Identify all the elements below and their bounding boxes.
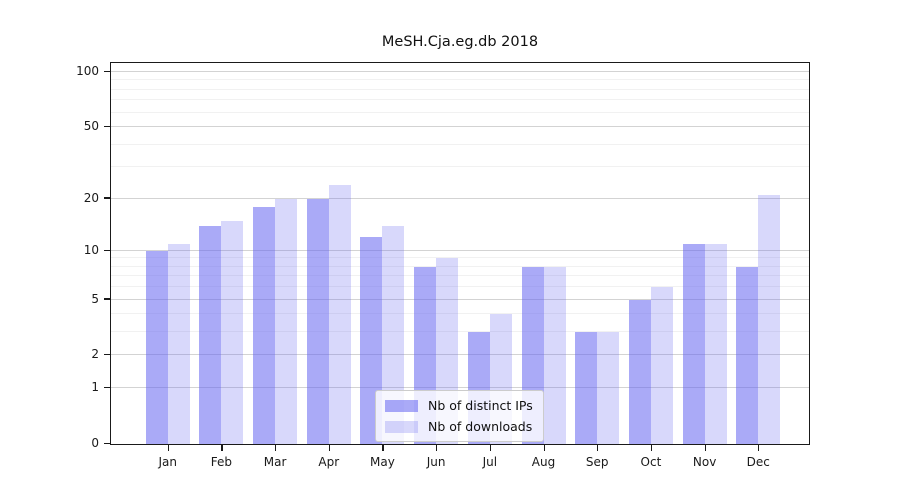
- xtick-month: Jan: [158, 455, 177, 469]
- chart-title: MeSH.Cja.eg.db 2018: [381, 34, 539, 50]
- xtick-mark-sep: [597, 445, 599, 451]
- xtick-mark-jul: [489, 445, 492, 451]
- legend: Nb of distinct IPs Nb of downloads: [375, 390, 544, 442]
- xtick-label-aug: Aug2018: [514, 454, 574, 471]
- xtick-mark-mar: [275, 445, 277, 451]
- gridline-major-50: [111, 126, 809, 128]
- gridline-minor-6: [111, 286, 809, 288]
- bar-ips-mar: [253, 206, 276, 444]
- gridline-minor-30: [111, 166, 809, 168]
- bar-downloads-may: [382, 225, 405, 444]
- xtick-label-jul: Jul2018: [460, 454, 520, 471]
- gridline-minor-80: [111, 88, 809, 90]
- gridline-minor-60: [111, 111, 809, 113]
- legend-label-ips: Nb of distinct IPs: [428, 398, 533, 413]
- bar-downloads-sep: [597, 332, 620, 444]
- xtick-label-jan: Jan2018: [138, 454, 198, 471]
- xtick-month: Apr: [318, 455, 340, 469]
- bar-ips-nov: [682, 243, 705, 444]
- xtick-label-apr: Apr2018: [299, 454, 359, 471]
- ytick-mark-20: [104, 197, 110, 199]
- xtick-mark-dec: [758, 445, 760, 451]
- bar-downloads-dec: [758, 194, 781, 444]
- bar-ips-apr: [306, 198, 329, 444]
- xtick-label-sep: Sep2018: [567, 454, 627, 471]
- ytick-mark-100: [104, 70, 110, 73]
- legend-swatch-ips-icon: [385, 399, 418, 412]
- xtick-label-jun: Jun2018: [406, 454, 466, 471]
- gridline-minor-70: [111, 99, 809, 101]
- ytick-label-10: 10: [83, 242, 99, 257]
- bar-downloads-apr: [328, 184, 351, 444]
- bar-ips-oct: [628, 299, 651, 444]
- xtick-month: Feb: [210, 455, 232, 469]
- gridline-major-20: [111, 197, 809, 199]
- gridline-minor-7: [111, 275, 809, 277]
- gridline-major-10: [111, 249, 809, 251]
- bar-ips-sep: [575, 332, 598, 444]
- xtick-mark-may: [382, 445, 384, 451]
- bar-downloads-feb: [221, 220, 244, 444]
- xtick-month: Jun: [426, 455, 446, 469]
- ytick-mark-50: [104, 125, 110, 128]
- xtick-month: Sep: [585, 455, 609, 469]
- ytick-mark-0: [104, 442, 110, 444]
- gridline-major-1: [111, 387, 809, 389]
- gridline-minor-4: [111, 313, 809, 315]
- xtick-label-feb: Feb2018: [191, 454, 251, 471]
- bar-downloads-jan: [167, 243, 190, 444]
- ytick-label-1: 1: [91, 380, 99, 395]
- ytick-label-5: 5: [91, 291, 99, 306]
- xtick-label-mar: Mar2018: [245, 454, 305, 471]
- xtick-month: Oct: [640, 455, 662, 469]
- xtick-mark-nov: [704, 445, 706, 451]
- bar-ips-feb: [199, 225, 222, 444]
- xtick-mark-oct: [650, 445, 653, 451]
- gridline-minor-3: [111, 331, 809, 333]
- xtick-mark-aug: [543, 445, 545, 451]
- bar-ips-dec: [736, 266, 759, 444]
- gridline-minor-40: [111, 143, 809, 145]
- xtick-month: Dec: [746, 455, 770, 469]
- bar-downloads-nov: [704, 243, 727, 444]
- bar-downloads-mar: [275, 198, 298, 444]
- gridline-major-5: [111, 298, 809, 300]
- xtick-label-nov: Nov2018: [675, 454, 735, 471]
- legend-row-downloads: Nb of downloads: [385, 419, 533, 434]
- gridline-major-2: [111, 354, 809, 356]
- ytick-label-50: 50: [83, 119, 99, 134]
- xtick-month: Jul: [482, 455, 498, 469]
- ytick-mark-5: [104, 298, 110, 300]
- bar-downloads-oct: [650, 287, 673, 444]
- xtick-mark-jun: [436, 445, 438, 451]
- xtick-mark-jan: [167, 445, 169, 451]
- xtick-label-may: May2018: [352, 454, 412, 471]
- xtick-label-dec: Dec2018: [728, 454, 788, 471]
- xtick-mark-feb: [221, 445, 223, 451]
- ytick-label-0: 0: [91, 436, 99, 450]
- plot-area: 0 1 2 5 10 20 50 100 Jan2018Feb2018Mar2018Apr201…: [76, 62, 810, 469]
- ytick-label-100: 100: [76, 64, 99, 79]
- xtick-month: Mar: [263, 455, 287, 469]
- legend-label-downloads: Nb of downloads: [428, 419, 533, 434]
- ytick-mark-2: [104, 354, 110, 356]
- ytick-label-20: 20: [83, 190, 99, 205]
- bar-downloads-aug: [543, 266, 566, 444]
- gridline-minor-90: [111, 79, 809, 81]
- legend-swatch-downloads-icon: [385, 420, 418, 433]
- ytick-label-2: 2: [91, 347, 99, 362]
- ytick-mark-1: [104, 386, 110, 389]
- bar-ips-jan: [145, 250, 168, 444]
- ytick-mark-10: [104, 249, 110, 251]
- legend-row-distinct-ips: Nb of distinct IPs: [385, 398, 533, 413]
- xtick-mark-apr: [328, 445, 330, 451]
- gridline-minor-8: [111, 265, 809, 267]
- gridline-major-100: [111, 71, 809, 73]
- gridline-minor-9: [111, 257, 809, 259]
- xtick-label-oct: Oct2018: [621, 454, 681, 471]
- xtick-month: May: [370, 455, 395, 469]
- xtick-month: Aug: [531, 455, 556, 469]
- xtick-month: Nov: [692, 455, 717, 469]
